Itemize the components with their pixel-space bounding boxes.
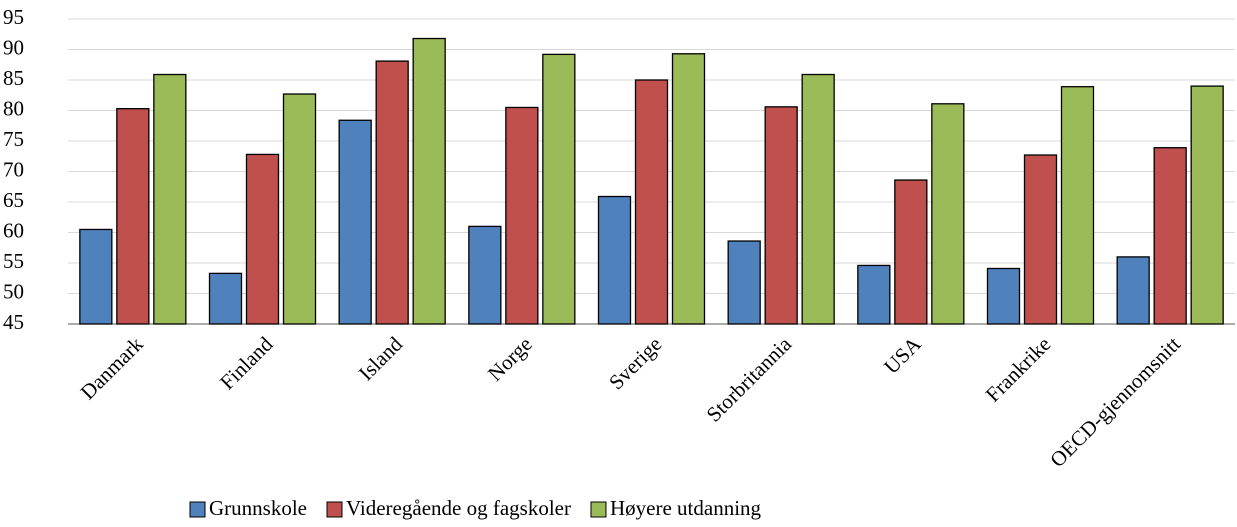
x-tick-label: Island [354, 332, 408, 386]
bar [282, 93, 317, 325]
bar [1153, 147, 1187, 325]
y-tick-label: 60 [3, 218, 24, 242]
bar [986, 267, 1021, 325]
legend-swatch [590, 501, 607, 518]
bar [894, 179, 928, 325]
x-tick-label: OECD-gjennomsnitt [1045, 332, 1185, 472]
bar [1190, 85, 1224, 325]
x-tick-label: Sverige [604, 332, 666, 394]
x-tick-label: USA [879, 331, 926, 378]
bar [375, 60, 409, 325]
bar [764, 106, 798, 325]
bar [801, 73, 835, 325]
x-tick-label: Danmark [76, 332, 149, 405]
bar [245, 153, 280, 325]
bar [542, 53, 576, 325]
legend: Grunnskole Videregående og fagskoler Høyer… [189, 496, 762, 520]
x-tick-label: Norge [483, 332, 537, 386]
bar [208, 272, 243, 325]
y-tick-label: 75 [3, 127, 24, 151]
y-tick-label: 65 [3, 188, 24, 212]
y-tick-label: 50 [3, 279, 24, 303]
bar [727, 240, 761, 325]
bar [153, 73, 187, 325]
legend-label: Høyere utdanning [610, 496, 762, 520]
y-tick-label: 95 [3, 5, 24, 29]
legend-swatch [189, 501, 206, 518]
bar [931, 103, 965, 325]
bar [1116, 256, 1150, 325]
y-tick-label: 90 [3, 35, 24, 59]
bar [116, 108, 150, 325]
legend-label: Videregående og fagskoler [346, 496, 571, 520]
x-tick-label: Frankrike [981, 332, 1056, 407]
y-tick-label: 45 [3, 310, 24, 334]
bar [338, 119, 372, 325]
bar [671, 53, 706, 325]
y-tick-label: 70 [3, 157, 24, 181]
bar [505, 106, 539, 325]
y-tick-label: 80 [3, 96, 24, 120]
x-tick-label: Storbritannia [702, 331, 797, 426]
y-tick-label: 55 [3, 249, 24, 273]
bar [857, 264, 891, 325]
bar [79, 228, 113, 325]
bar [1023, 154, 1058, 325]
bar [412, 37, 446, 325]
legend-swatch [326, 501, 343, 518]
bar [1060, 86, 1095, 325]
bar [634, 79, 669, 325]
bar [597, 195, 632, 325]
x-tick-label: Finland [215, 332, 278, 395]
legend-label: Grunnskole [209, 496, 307, 520]
bar [468, 225, 502, 325]
y-tick-label: 85 [3, 66, 24, 90]
